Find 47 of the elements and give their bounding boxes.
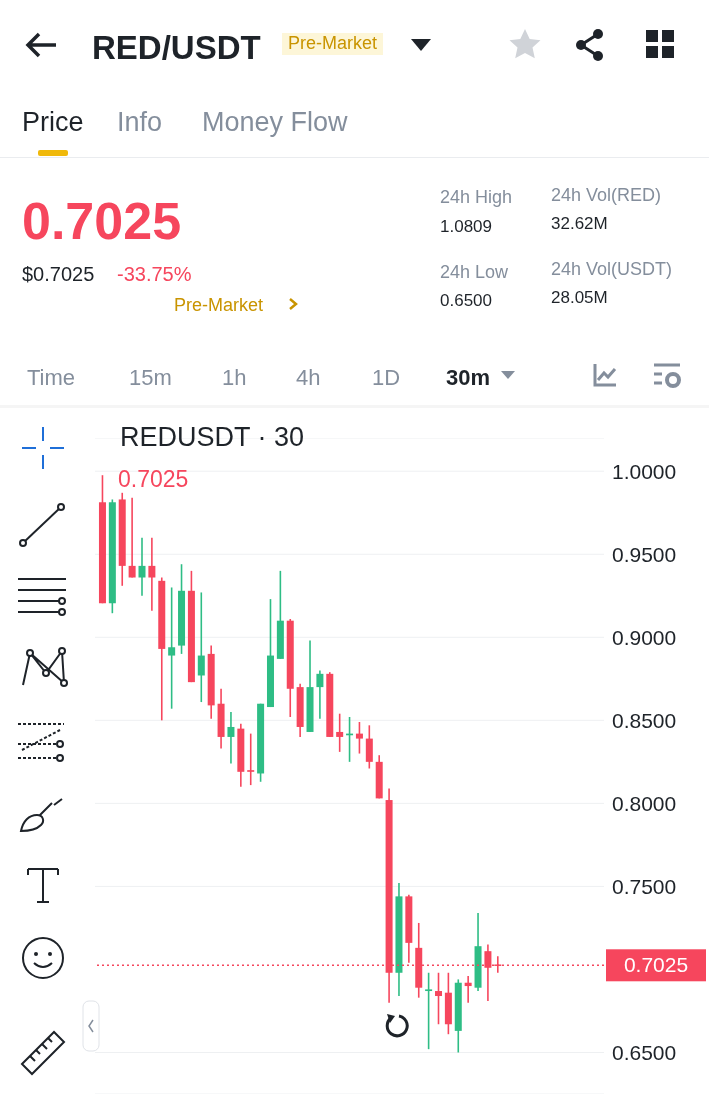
text: 0.6500 [440,291,492,312]
candlestick [425,971,433,1050]
text: 24h Vol(USDT) [551,259,673,281]
text: -33.75% [117,262,192,286]
annotation: 0.7025 [118,466,189,493]
candlestick [138,536,146,597]
text: Info [117,106,163,139]
text: Money Flow [202,106,348,139]
chart-title: REDUSDT · 30 [120,422,305,453]
y-tick-label: 0.6500 [612,1040,677,1064]
text: 0.7025 [22,191,182,252]
y-tick-label: 0.7500 [612,874,677,898]
y-tick-label: 0.8000 [612,791,677,815]
candlestick [227,711,235,765]
y-tick-label: 0.8500 [612,708,677,732]
candlestick [316,669,324,720]
y-tick-label: 1.0000 [612,459,677,483]
candlestick [197,591,205,703]
ref-line-label: 0.7025 [623,953,689,977]
candlestick [435,971,442,1026]
text: 28.05M [551,288,608,309]
candlestick [168,586,176,710]
y-tick-label: 0.9000 [612,625,677,649]
text: Time [27,365,76,392]
text: 24h Low [440,262,509,284]
text: 1.0809 [440,217,492,238]
candlestick [464,975,472,1004]
candlestick [128,496,136,579]
candlestick [355,721,363,755]
y-tick-label: 0.9500 [612,542,677,566]
text: 1D [372,365,401,392]
text: Pre-Market [282,33,384,55]
text: 24h Vol(RED) [551,185,662,207]
text: $0.7025 [22,262,95,286]
text: 32.62M [551,214,608,235]
candlestick [365,724,373,770]
text: Price [22,106,84,139]
text: 1h [222,365,247,392]
candlestick [336,712,344,753]
text: Pre-Market [174,295,264,317]
text: 4h [296,365,321,392]
candlestick [148,536,156,612]
text: 15m [129,365,172,392]
text: 30m [446,365,491,392]
text: RED/USDT [92,28,261,68]
candlestick [247,732,255,786]
text: 24h High [440,187,513,209]
